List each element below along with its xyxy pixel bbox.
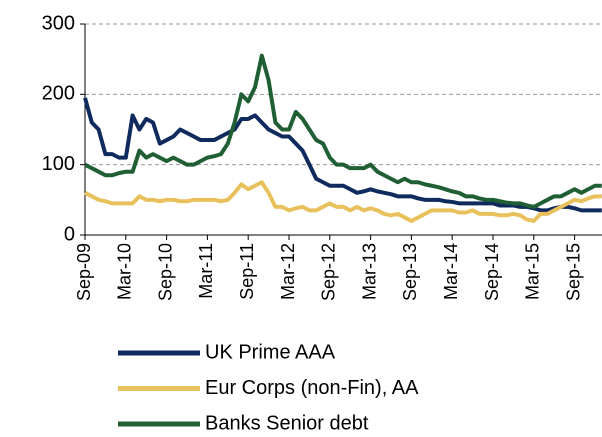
y-tick-label: 300 <box>42 12 75 34</box>
x-tick-label: Sep-13 <box>400 243 420 301</box>
x-tick-label: Sep-12 <box>319 243 339 301</box>
x-tick-label: Sep-11 <box>237 243 257 300</box>
x-tick-label: Sep-14 <box>482 243 502 301</box>
y-tick-label: 100 <box>42 153 75 175</box>
x-tick-label: Mar-11 <box>196 243 216 299</box>
x-tick-label: Mar-13 <box>359 243 379 300</box>
x-tick-label: Mar-10 <box>115 243 135 300</box>
legend-label: UK Prime AAA <box>205 341 336 363</box>
series-line <box>84 53 602 209</box>
series-line <box>83 97 602 213</box>
x-tick-label: Sep-10 <box>155 243 175 301</box>
legend-label: Banks Senior debt <box>205 412 369 434</box>
x-tick-label: Sep-15 <box>563 243 583 301</box>
y-tick-label: 200 <box>42 83 75 105</box>
series-line <box>84 180 602 223</box>
x-tick-label: Mar-14 <box>441 243 461 300</box>
x-tick-label: Sep-09 <box>74 243 94 301</box>
x-tick-label: Mar-15 <box>523 243 543 300</box>
legend-label: Eur Corps (non-Fin), AA <box>205 377 419 399</box>
x-tick-label: Mar-12 <box>278 243 298 300</box>
y-tick-label: 0 <box>64 223 75 245</box>
